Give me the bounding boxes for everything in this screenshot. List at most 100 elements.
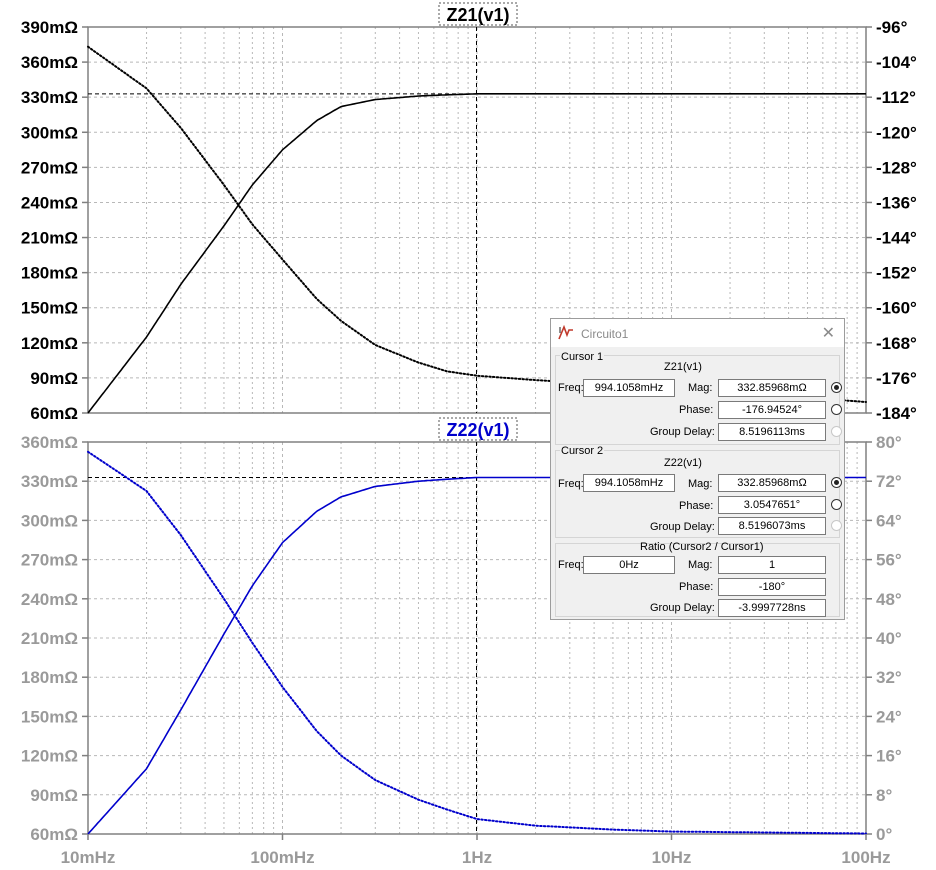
close-icon[interactable]: ✕ bbox=[821, 325, 835, 342]
right-tick-label: 16° bbox=[876, 747, 902, 766]
cursor2-group-label: Cursor 2 bbox=[560, 445, 605, 457]
right-tick-label: 64° bbox=[876, 511, 902, 530]
right-tick-label: 0° bbox=[876, 825, 892, 844]
ratio-phase-label: Phase: bbox=[679, 581, 714, 593]
ratio-group-label: Ratio (Cursor2 / Cursor1) bbox=[640, 541, 764, 553]
right-tick-label: 56° bbox=[876, 551, 902, 570]
left-tick-label: 270mΩ bbox=[21, 551, 78, 570]
cursor1-freq-field[interactable]: 994.1058mHz bbox=[583, 379, 675, 397]
ratio-mag-label: Mag: bbox=[688, 559, 713, 571]
trace-title[interactable]: Z22(v1) bbox=[446, 420, 509, 440]
right-tick-label: -120° bbox=[876, 123, 917, 142]
left-tick-label: 360mΩ bbox=[21, 53, 78, 72]
left-tick-label: 330mΩ bbox=[21, 88, 78, 107]
right-tick-label: -96° bbox=[876, 18, 908, 37]
cursor1-gd-label: Group Delay: bbox=[650, 426, 715, 438]
cursor1-trace-name: Z21(v1) bbox=[664, 361, 702, 373]
cursor2-freq-field[interactable]: 994.1058mHz bbox=[583, 474, 675, 492]
trace-title-box[interactable] bbox=[438, 417, 518, 441]
left-tick-label: 210mΩ bbox=[21, 229, 78, 248]
right-tick-label: -152° bbox=[876, 264, 917, 283]
cursor2-mag-radio[interactable] bbox=[831, 477, 842, 488]
right-tick-label: -160° bbox=[876, 299, 917, 318]
cursor1-phase-field[interactable]: -176.94524° bbox=[718, 401, 826, 419]
ratio-mag-field[interactable]: 1 bbox=[718, 556, 826, 574]
magnitude-trace bbox=[87, 93, 866, 414]
left-tick-label: 60mΩ bbox=[30, 825, 78, 844]
left-tick-label: 300mΩ bbox=[21, 123, 78, 142]
x-tick-label: 1Hz bbox=[462, 848, 492, 867]
cursor2-gd-field[interactable]: 8.5196073ms bbox=[718, 517, 826, 535]
left-tick-label: 120mΩ bbox=[21, 334, 78, 353]
left-tick-label: 240mΩ bbox=[21, 590, 78, 609]
trace-title-box[interactable] bbox=[438, 2, 518, 26]
dialog-titlebar[interactable]: Circuito1 ✕ bbox=[551, 319, 844, 347]
left-tick-label: 360mΩ bbox=[21, 433, 78, 452]
left-tick-label: 300mΩ bbox=[21, 511, 78, 530]
cursor2-freq-label: Freq: bbox=[558, 478, 584, 490]
ratio-gd-label: Group Delay: bbox=[650, 602, 715, 614]
left-tick-label: 120mΩ bbox=[21, 747, 78, 766]
dialog-title: Circuito1 bbox=[581, 327, 629, 341]
left-tick-label: 240mΩ bbox=[21, 193, 78, 212]
right-tick-label: 48° bbox=[876, 590, 902, 609]
left-tick-label: 180mΩ bbox=[21, 668, 78, 687]
cursor2-trace-name: Z22(v1) bbox=[664, 457, 702, 469]
cursor1-mag-label: Mag: bbox=[688, 382, 713, 394]
right-tick-label: 72° bbox=[876, 472, 902, 491]
left-tick-label: 60mΩ bbox=[30, 404, 78, 423]
right-tick-label: -128° bbox=[876, 158, 917, 177]
cursor1-mag-radio[interactable] bbox=[831, 382, 842, 393]
cursor1-freq-label: Freq: bbox=[558, 382, 584, 394]
cursor1-group-label: Cursor 1 bbox=[560, 351, 605, 363]
frequency-axis: 10mHz 100mHz 1Hz 10Hz 100Hz bbox=[61, 834, 891, 867]
cursor2-phase-field[interactable]: 3.0547651° bbox=[718, 496, 826, 514]
cursor2-gd-radio[interactable] bbox=[831, 520, 842, 531]
left-tick-label: 390mΩ bbox=[21, 18, 78, 37]
x-tick-label: 100mHz bbox=[250, 848, 314, 867]
right-tick-label: -168° bbox=[876, 334, 917, 353]
right-tick-label: -184° bbox=[876, 404, 917, 423]
left-tick-label: 330mΩ bbox=[21, 472, 78, 491]
right-tick-label: -176° bbox=[876, 369, 917, 388]
right-tick-label: -112° bbox=[876, 88, 916, 107]
right-tick-label: -144° bbox=[876, 229, 917, 248]
cursor1-group bbox=[555, 355, 840, 445]
cursor2-phase-radio[interactable] bbox=[831, 499, 842, 510]
cursor1-gd-field[interactable]: 8.5196113ms bbox=[718, 423, 826, 441]
left-tick-label: 270mΩ bbox=[21, 158, 78, 177]
ratio-gd-field[interactable]: -3.9997728ns bbox=[718, 599, 826, 617]
x-tick-label: 10mHz bbox=[61, 848, 116, 867]
cursor2-mag-label: Mag: bbox=[688, 478, 713, 490]
left-tick-label: 180mΩ bbox=[21, 264, 78, 283]
cursor2-mag-field[interactable]: 332.85968mΩ bbox=[718, 474, 826, 492]
right-tick-label: 24° bbox=[876, 707, 902, 726]
ltspice-app-icon bbox=[558, 325, 573, 340]
right-tick-label: 40° bbox=[876, 629, 902, 648]
right-tick-label: 8° bbox=[876, 786, 892, 805]
left-tick-label: 90mΩ bbox=[30, 786, 78, 805]
cursor2-group bbox=[555, 450, 840, 538]
cursor2-phase-label: Phase: bbox=[679, 500, 714, 512]
cursor-dialog[interactable]: Circuito1 ✕ Cursor 1 Z21(v1) Freq: 994.1… bbox=[550, 318, 845, 620]
ratio-group bbox=[555, 543, 840, 617]
left-tick-label: 150mΩ bbox=[21, 299, 78, 318]
cursor1-gd-radio[interactable] bbox=[831, 426, 842, 437]
cursor1-phase-label: Phase: bbox=[679, 404, 714, 416]
right-tick-label: -104° bbox=[876, 53, 917, 72]
cursor1-phase-radio[interactable] bbox=[831, 404, 842, 415]
right-tick-label: -136° bbox=[876, 193, 917, 212]
phase-trace bbox=[87, 450, 867, 835]
cursor2-gd-label: Group Delay: bbox=[650, 521, 715, 533]
x-tick-label: 10Hz bbox=[652, 848, 692, 867]
ratio-freq-field[interactable]: 0Hz bbox=[583, 556, 675, 574]
left-tick-label: 150mΩ bbox=[21, 707, 78, 726]
left-tick-label: 210mΩ bbox=[21, 629, 78, 648]
ratio-phase-field[interactable]: -180° bbox=[718, 578, 826, 596]
x-tick-label: 100Hz bbox=[841, 848, 890, 867]
right-tick-label: 32° bbox=[876, 668, 902, 687]
trace-title[interactable]: Z21(v1) bbox=[446, 5, 509, 25]
ratio-freq-label: Freq: bbox=[558, 559, 584, 571]
left-tick-label: 90mΩ bbox=[30, 369, 78, 388]
cursor1-mag-field[interactable]: 332.85968mΩ bbox=[718, 379, 826, 397]
